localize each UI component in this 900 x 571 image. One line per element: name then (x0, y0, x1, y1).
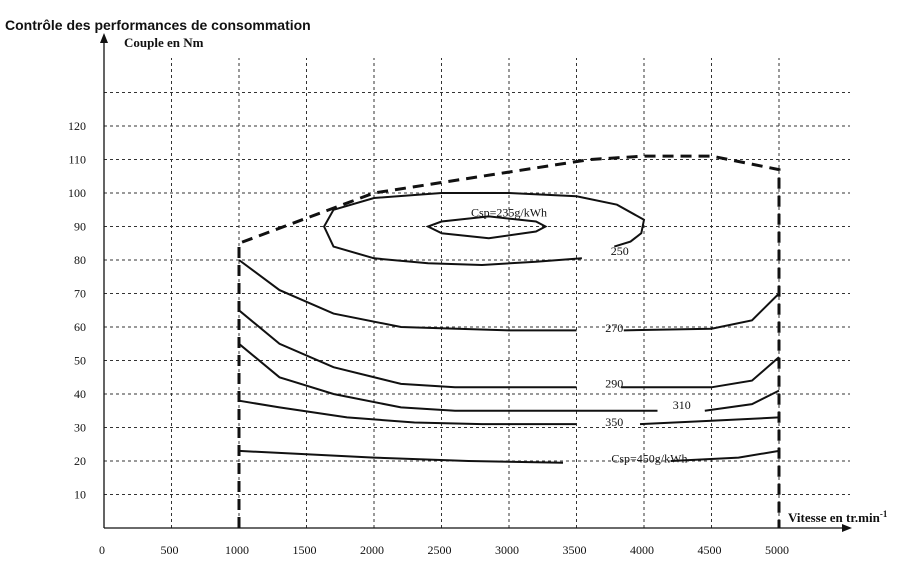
curve-label: 270 (605, 321, 623, 335)
x-tick-label: 2000 (360, 543, 384, 557)
y-tick-label: 50 (74, 354, 86, 368)
label-layer: Csp=235g/kWh 250 270 290 310 350 Csp=450g/kWh (471, 205, 691, 465)
x-tick-label: 1500 (293, 543, 317, 557)
x-axis-label-sup: -1 (880, 509, 888, 519)
x-tick-label: 4500 (698, 543, 722, 557)
chart-title: Contrôle des performances de consommatio… (5, 17, 311, 33)
iso-consumption-curve (670, 449, 780, 462)
y-tick-label: 20 (74, 454, 86, 468)
iso-consumption-curve (238, 449, 564, 464)
iso-consumption-curve (621, 356, 780, 389)
curve-label: 250 (611, 244, 629, 258)
x-tick-label: 1000 (225, 543, 249, 557)
y-tick-label: 110 (68, 153, 86, 167)
y-tick-label: 30 (74, 421, 86, 435)
x-tick-label: 500 (161, 543, 179, 557)
iso-consumption-curve (238, 259, 577, 332)
y-tick-label: 70 (74, 287, 86, 301)
curve-label: Csp=450g/kWh (611, 452, 687, 466)
x-tick-label: 4000 (630, 543, 654, 557)
iso-consumption-curve (425, 215, 548, 240)
y-axis-label: Couple en Nm (124, 35, 204, 50)
curve-label: 290 (605, 376, 623, 390)
y-tick-label: 40 (74, 387, 86, 401)
x-tick-label: 5000 (765, 543, 789, 557)
tick-layer: 10 20 30 40 50 60 70 80 90 100 110 120 0 500 1000 1500 2… (68, 119, 789, 557)
x-tick-label: 2500 (428, 543, 452, 557)
x-axis-arrow-icon (842, 524, 852, 532)
y-tick-label: 80 (74, 253, 86, 267)
x-tick-label: 3500 (563, 543, 587, 557)
iso-consumption-curve (704, 389, 780, 412)
curve-label: 310 (673, 398, 691, 412)
iso-consumption-curve (322, 192, 646, 267)
y-tick-label: 10 (74, 488, 86, 502)
y-axis-arrow-icon (100, 33, 108, 43)
x-axis-label: Vitesse en tr.min-1 (788, 509, 888, 525)
y-tick-label: 120 (68, 119, 86, 133)
x-tick-label: 0 (99, 543, 105, 557)
curve-label: 350 (605, 415, 623, 429)
x-tick-label: 3000 (495, 543, 519, 557)
x-axis-label-text: Vitesse en tr.min (788, 510, 881, 525)
curve-layer (237, 154, 781, 528)
axis-layer: Couple en Nm Vitesse en tr.min-1 (100, 33, 888, 532)
y-tick-label: 60 (74, 320, 86, 334)
y-tick-label: 100 (68, 186, 86, 200)
full-load-boundary (237, 154, 781, 528)
iso-consumption-curve (639, 416, 780, 426)
iso-consumption-curve (238, 399, 577, 426)
y-tick-label: 90 (74, 220, 86, 234)
iso-consumption-curve (238, 343, 658, 412)
curve-label: Csp=235g/kWh (471, 205, 547, 219)
iso-consumption-curve (238, 309, 577, 389)
iso-consumption-curve (623, 292, 780, 332)
